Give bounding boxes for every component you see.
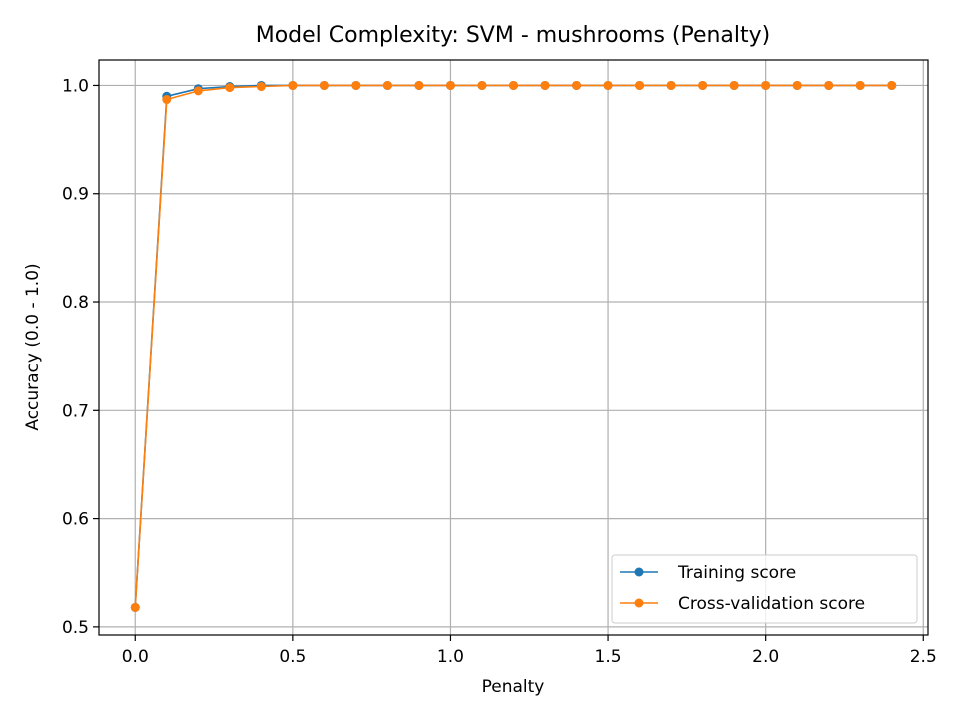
- data-point: [193, 86, 203, 96]
- y-tick-label: 0.9: [62, 185, 89, 205]
- data-point: [792, 80, 802, 90]
- data-point: [477, 80, 487, 90]
- y-tick-label: 0.5: [62, 618, 89, 638]
- grid: [99, 60, 928, 635]
- data-point: [288, 80, 298, 90]
- y-tick-label: 1.0: [62, 76, 89, 96]
- legend-label: Training score: [677, 563, 796, 583]
- data-point: [351, 80, 361, 90]
- x-tick-label: 2.5: [910, 647, 937, 667]
- legend-marker: [634, 598, 644, 608]
- data-point: [256, 82, 266, 92]
- series-training: [130, 80, 897, 612]
- data-point: [509, 80, 518, 90]
- x-tick-label: 1.5: [595, 647, 622, 667]
- data-point: [887, 80, 897, 90]
- data-point: [698, 80, 708, 90]
- data-point: [761, 80, 771, 90]
- data-point: [445, 80, 455, 90]
- legend-label: Cross-validation score: [678, 594, 865, 614]
- x-tick-label: 1.0: [437, 647, 464, 667]
- ticks: 0.0 0.5 1.0 1.5 2.0 2.5 0.5 0.6 0.7 0.8 0.9 1.0: [62, 76, 937, 667]
- plot-frame: [98, 59, 929, 636]
- data-point: [319, 80, 329, 90]
- data-point: [855, 80, 865, 90]
- legend-box: [611, 554, 918, 624]
- x-tick-label: 2.0: [752, 647, 779, 667]
- data-point: [414, 80, 424, 90]
- data-point: [666, 80, 676, 90]
- x-tick-label: 0.5: [279, 647, 306, 667]
- y-tick-label: 0.8: [62, 293, 89, 313]
- y-axis-label: Accuracy (0.0 - 1.0): [23, 263, 43, 430]
- data-point: [225, 83, 235, 93]
- data-point: [729, 80, 739, 90]
- series-line: [134, 84, 892, 608]
- x-axis-label: Penalty: [482, 677, 545, 697]
- legend-marker: [634, 567, 644, 577]
- series-cross-validation: [130, 80, 897, 612]
- data-point: [635, 80, 645, 90]
- data-point: [603, 80, 613, 90]
- data-point: [382, 80, 392, 90]
- y-tick-label: 0.7: [62, 401, 89, 421]
- y-tick-label: 0.6: [62, 510, 89, 530]
- data-point: [540, 80, 550, 90]
- legend: Training score Cross-validation score: [611, 554, 918, 624]
- data-point: [824, 80, 834, 90]
- data-point: [162, 95, 172, 105]
- x-tick-label: 0.0: [122, 647, 149, 667]
- chart-title: Model Complexity: SVM - mushrooms (Penal…: [256, 23, 771, 48]
- series-line: [134, 84, 892, 608]
- data-point: [130, 602, 140, 612]
- data-point: [572, 80, 582, 90]
- series-layer: [130, 80, 897, 612]
